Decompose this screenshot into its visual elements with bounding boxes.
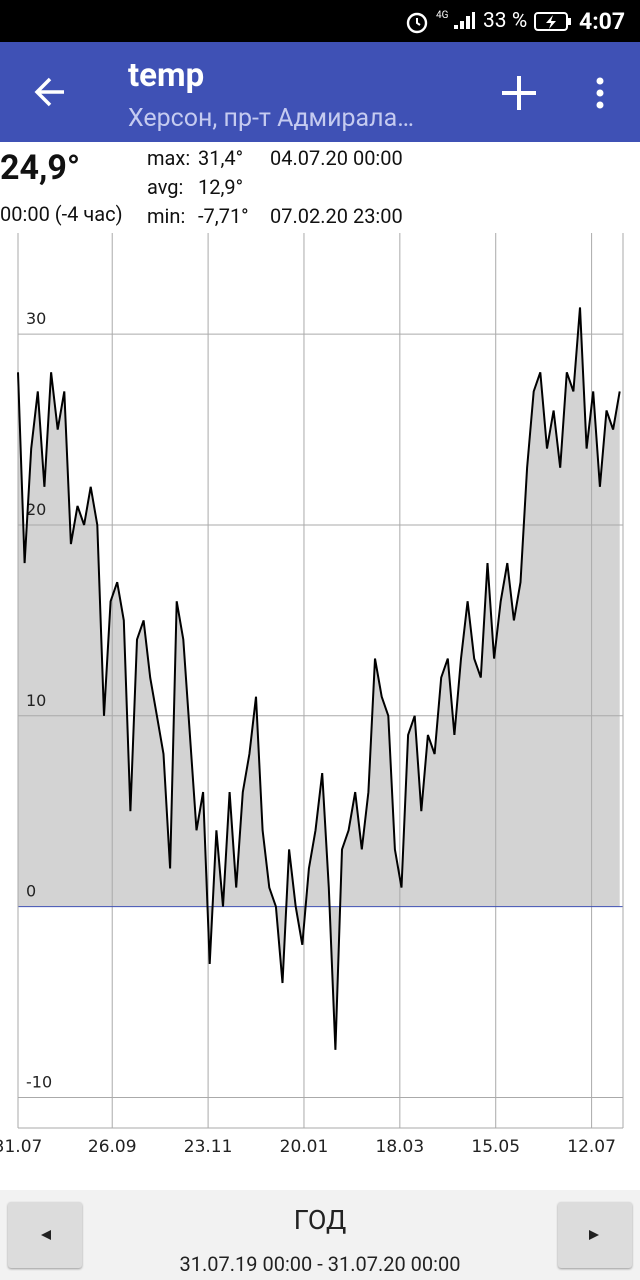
current-value: 24,9°: [0, 148, 81, 188]
app-subtitle: Херсон, пр-т Адмирала…: [128, 104, 414, 133]
add-button[interactable]: [500, 74, 538, 112]
clock: 4:07: [579, 8, 626, 35]
avg-value: 12,9°: [198, 175, 244, 199]
alarm-icon: [406, 12, 428, 34]
range-label: 31.07.19 00:00 - 31.07.20 00:00: [179, 1252, 461, 1276]
signal-icon: [454, 12, 475, 29]
next-arrow: [589, 1230, 599, 1240]
app-title: temp: [128, 56, 205, 95]
footer: ГОД 31.07.19 00:00 - 31.07.20 00:00: [0, 1190, 640, 1280]
prev-button[interactable]: [8, 1202, 82, 1268]
x-tick-label: 20.01: [280, 1137, 329, 1157]
status-bar: 4G 33 % 4:07: [0, 0, 640, 42]
x-tick-label: 23.11: [184, 1137, 233, 1157]
x-tick-label: 31.07: [0, 1137, 42, 1157]
current-time: 00:00 (-4 час): [0, 202, 123, 226]
x-tick-label: 15.05: [471, 1137, 520, 1157]
chart: 31.07 26.09 23.11 20.01 18.03 15.05 12.07 -10 0 1…: [0, 233, 624, 1157]
menu-button[interactable]: [590, 76, 610, 112]
y-tick-label: 20: [26, 500, 46, 519]
max-time: 04.07.20 00:00: [270, 146, 403, 170]
battery-percent: 33 %: [483, 9, 528, 33]
y-tick-label: 0: [26, 882, 36, 901]
max-label: max:: [147, 146, 191, 170]
x-tick-label: 12.07: [567, 1137, 616, 1157]
period-label[interactable]: ГОД: [293, 1204, 347, 1236]
avg-label: avg:: [147, 175, 184, 199]
x-tick-label: 18.03: [376, 1137, 425, 1157]
stats-panel: 24,9° 00:00 (-4 час) max: 31,4° 04.07.20…: [0, 142, 640, 230]
min-value: -7,71°: [198, 204, 249, 228]
max-value: 31,4°: [198, 146, 244, 170]
y-tick-label: -10: [26, 1072, 52, 1091]
battery-icon: [534, 12, 571, 31]
prev-arrow: [41, 1230, 51, 1240]
data-line: [17, 307, 621, 1050]
y-tick-label: 30: [26, 309, 46, 328]
min-label: min:: [147, 204, 186, 228]
app-bar: temp Херсон, пр-т Адмирала…: [0, 42, 640, 142]
x-tick-label: 26.09: [88, 1137, 137, 1157]
y-tick-label: 10: [26, 691, 46, 710]
min-time: 07.02.20 23:00: [270, 204, 403, 228]
next-button[interactable]: [558, 1202, 632, 1268]
back-button[interactable]: [30, 74, 70, 110]
network-type: 4G: [436, 10, 449, 21]
area-fill: [18, 307, 620, 1050]
